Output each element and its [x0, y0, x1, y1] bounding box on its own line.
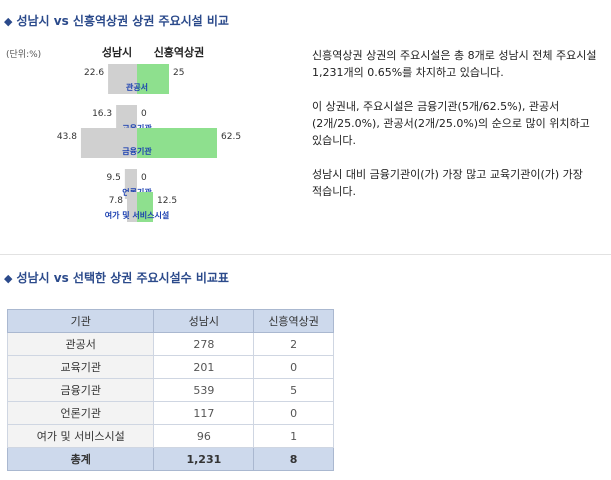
table-total-cell: 1,231 — [153, 447, 255, 471]
category-label: 금융기관 — [122, 146, 152, 156]
bar-left — [116, 105, 137, 135]
table-cell: 96 — [153, 424, 255, 448]
table-cell-label: 여가 및 서비스시설 — [6, 424, 155, 448]
facility-comparison-chart: (단위:%)성남시신흥역상권22.625관공서16.30교육기관43.862.5… — [6, 45, 241, 222]
section-title-text: 성남시 vs 선택한 상권 주요시설수 비교표 — [16, 271, 229, 285]
table-row: 언론기관 117 0 — [6, 401, 334, 425]
table-cell: 0 — [253, 355, 334, 379]
bar-right — [137, 64, 169, 94]
data-label-left: 16.3 — [92, 109, 112, 119]
table-cell: 0 — [253, 401, 334, 425]
table-header-cell: 기관 — [6, 309, 155, 333]
category-label: 여가 및 서비스시설 — [105, 210, 169, 220]
bar-left — [108, 64, 137, 94]
data-label-right: 0 — [141, 109, 147, 119]
table-total-cell: 8 — [253, 447, 334, 471]
data-label-left: 9.5 — [107, 173, 121, 183]
unit-label: (단위:%) — [6, 49, 41, 60]
table-cell-label: 언론기관 — [6, 401, 155, 425]
table-cell: 1 — [253, 424, 334, 448]
data-label-left: 22.6 — [84, 68, 104, 78]
section-title-text: 성남시 vs 신흥역상권 상권 주요시설 비교 — [16, 14, 229, 28]
description-paragraph-2: 이 상권내, 주요시설은 금융기관(5개/62.5%), 관공서(2개/25.0… — [312, 100, 590, 147]
table-header-row: 기관 성남시 신흥역상권 — [6, 309, 334, 333]
data-label-right: 25 — [173, 68, 184, 78]
bar-right — [137, 192, 153, 222]
table-cell-label: 교육기관 — [6, 355, 155, 379]
data-label-left: 7.8 — [109, 196, 124, 206]
table-cell-label: 금융기관 — [6, 378, 155, 402]
table-row: 관공서 278 2 — [6, 332, 334, 356]
data-label-left: 43.8 — [57, 132, 77, 142]
table-row: 여가 및 서비스시설 96 1 — [6, 424, 334, 448]
table-cell: 539 — [153, 378, 255, 402]
table-total-row: 총계 1,231 8 — [6, 447, 334, 471]
bar-left — [80, 128, 137, 158]
bar-left — [124, 169, 137, 199]
bar-left — [127, 192, 137, 222]
category-label: 관공서 — [126, 82, 148, 92]
section-divider — [0, 254, 611, 255]
table-cell: 5 — [253, 378, 334, 402]
series-header-right: 신흥역상권 — [154, 45, 205, 59]
section-title-comparison: ◆ 성남시 vs 신흥역상권 상권 주요시설 비교 — [4, 12, 229, 29]
table-cell: 201 — [153, 355, 255, 379]
chart-description: 신흥역상권 상권의 주요시설은 총 8개로 성남시 전체 주요시설 1,231개… — [312, 47, 610, 200]
table-cell: 278 — [153, 332, 255, 356]
table-header-cell: 성남시 — [153, 309, 255, 333]
diamond-bullet-icon: ◆ — [4, 272, 13, 285]
series-header-left: 성남시 — [102, 45, 132, 59]
table-cell: 2 — [253, 332, 334, 356]
table-header-cell: 신흥역상권 — [253, 309, 334, 333]
data-label-right: 12.5 — [157, 196, 177, 206]
table-cell-label: 관공서 — [6, 332, 155, 356]
description-paragraph-1: 신흥역상권 상권의 주요시설은 총 8개로 성남시 전체 주요시설 1,231개… — [312, 49, 597, 79]
description-paragraph-3: 성남시 대비 금융기관이(가) 가장 많고 교육기관이(가) 가장 적습니다. — [312, 168, 583, 198]
table-cell: 117 — [153, 401, 255, 425]
table-total-label: 총계 — [6, 447, 155, 471]
bar-right — [137, 128, 217, 158]
data-label-right: 62.5 — [221, 132, 241, 142]
table-row: 금융기관 539 5 — [6, 378, 334, 402]
diamond-bullet-icon: ◆ — [4, 15, 13, 28]
data-label-right: 0 — [141, 173, 147, 183]
table-row: 교육기관 201 0 — [6, 355, 334, 379]
section-title-table: ◆ 성남시 vs 선택한 상권 주요시설수 비교표 — [4, 269, 229, 286]
facility-count-table: 기관 성남시 신흥역상권 관공서 278 2 교육기관 201 0 금융기관 5… — [6, 309, 334, 471]
